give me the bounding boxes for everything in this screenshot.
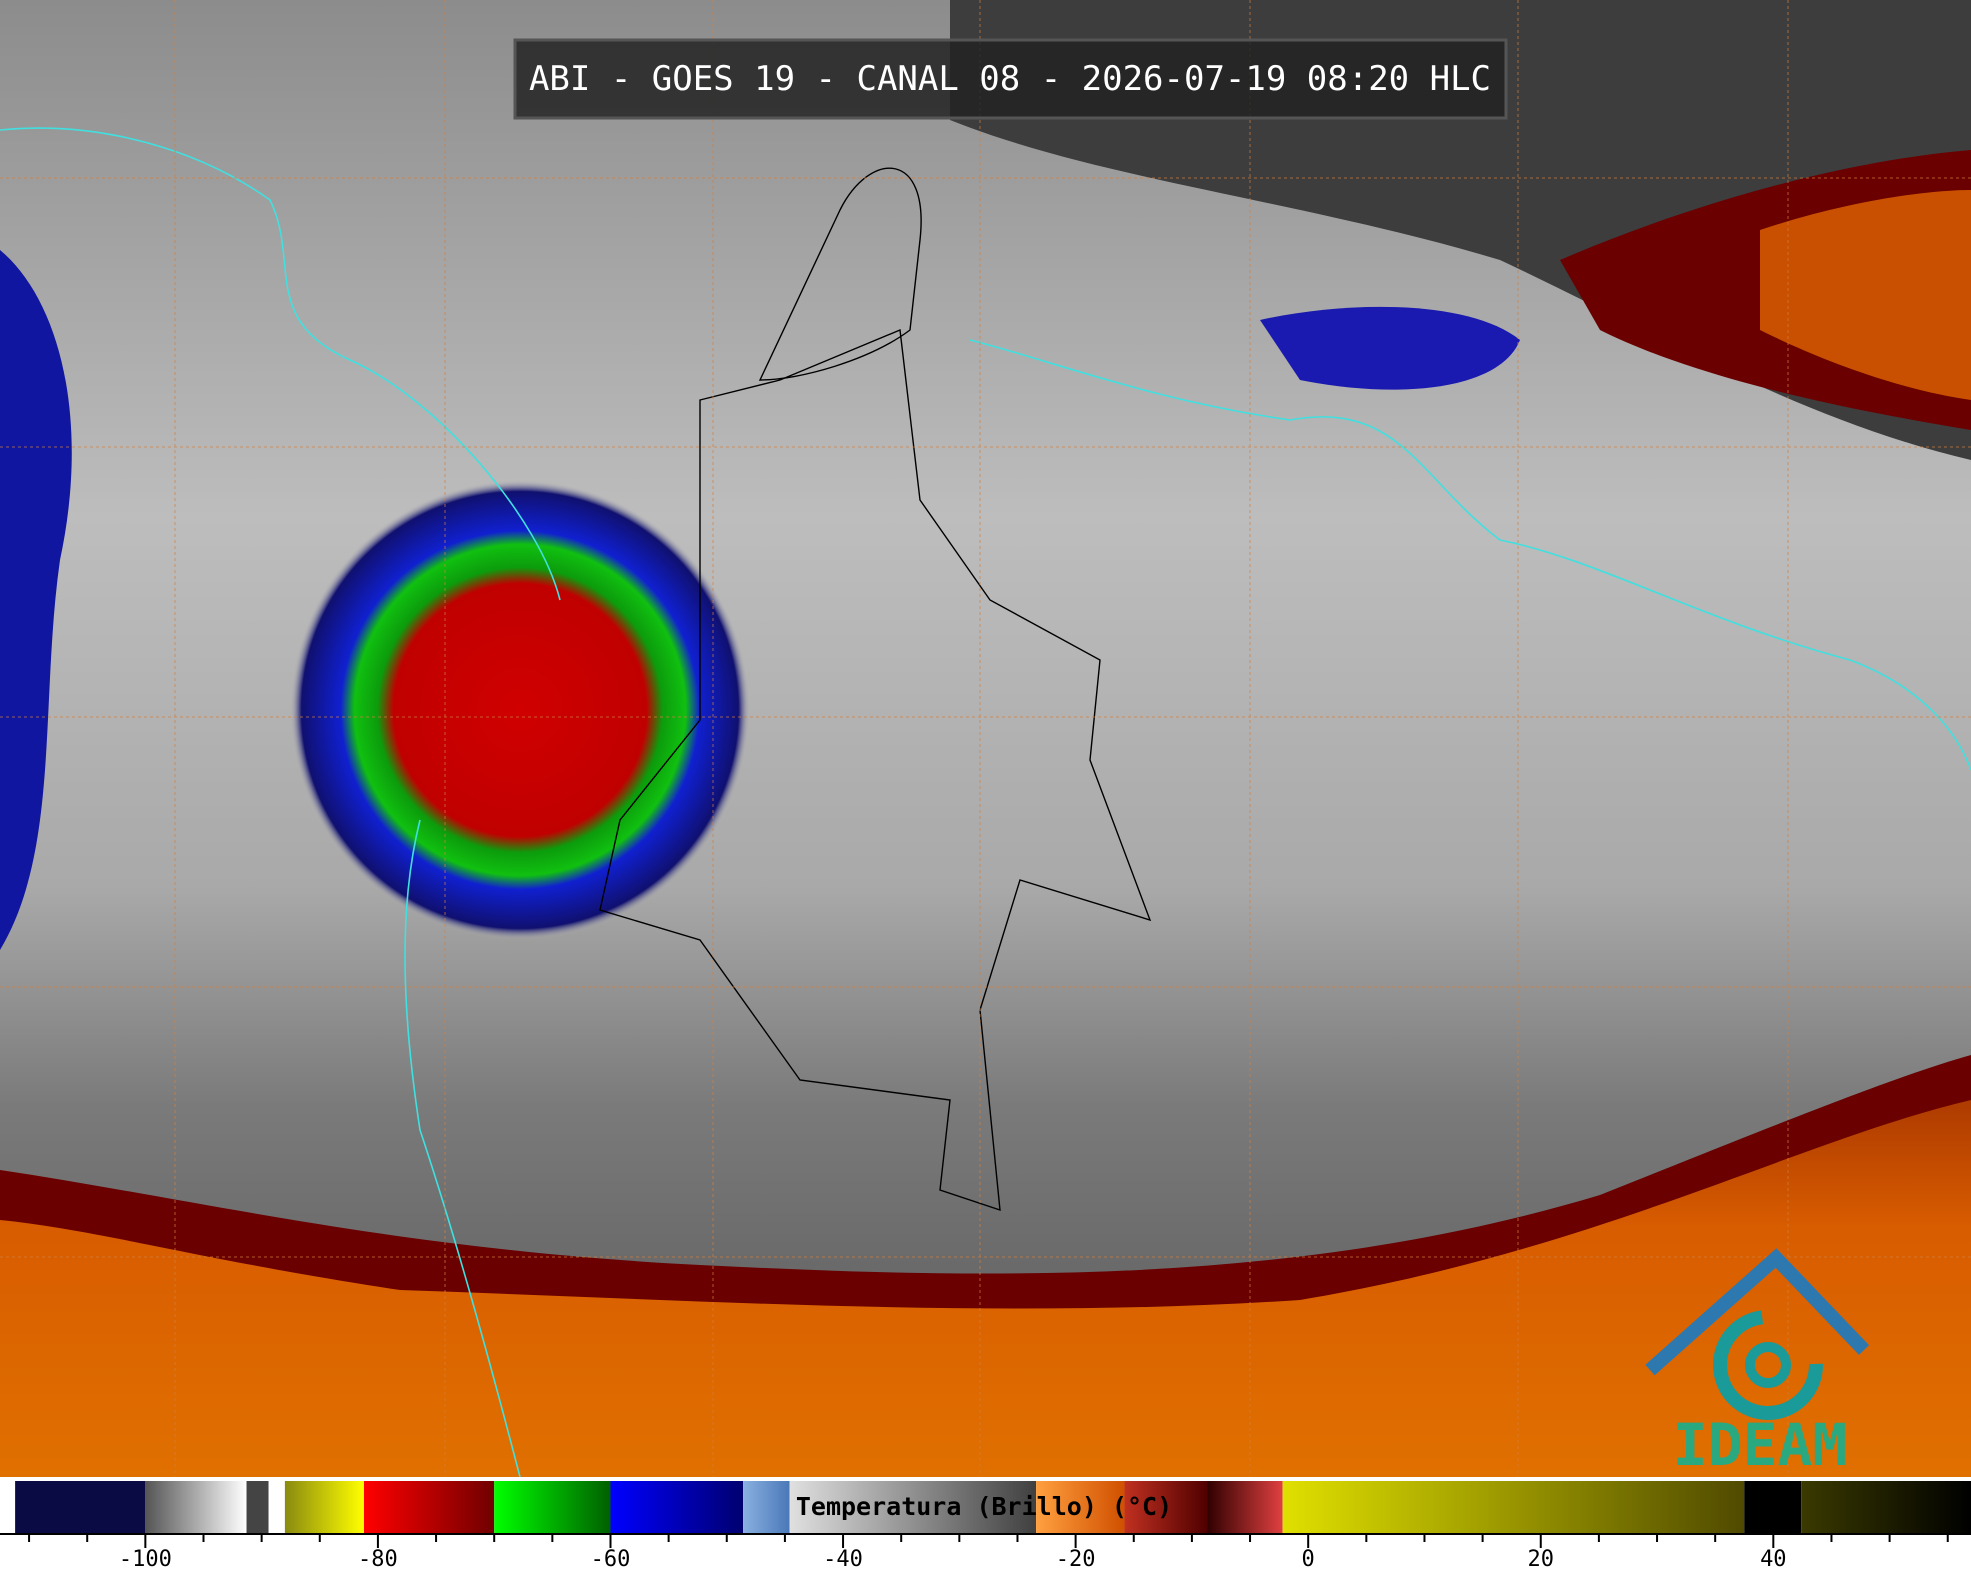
colorbar-segment bbox=[284, 1481, 364, 1534]
colorbar-segment bbox=[789, 1481, 1037, 1534]
imagery bbox=[0, 0, 1971, 1478]
colorbar-segment bbox=[363, 1481, 495, 1534]
tick-label: -100 bbox=[119, 1547, 172, 1572]
colorbar-segment bbox=[610, 1481, 744, 1534]
colorbar-segment bbox=[1124, 1481, 1208, 1534]
colorbar-segment bbox=[246, 1481, 269, 1534]
tick-label: 0 bbox=[1302, 1547, 1315, 1572]
tick-label: -60 bbox=[591, 1547, 631, 1572]
title: ABI - GOES 19 - CANAL 08 - 2026-07-19 08… bbox=[529, 59, 1491, 99]
colorbar: -100 -80 -60 -40 -20 0 20 40 bbox=[0, 1481, 1971, 1572]
tick-label: -40 bbox=[823, 1547, 863, 1572]
colorbar-segment bbox=[145, 1481, 247, 1534]
colorbar-segment bbox=[1744, 1481, 1802, 1534]
logo: IDEAM bbox=[1645, 1248, 1870, 1479]
colorbar-segment bbox=[1801, 1481, 1971, 1534]
colorbar-segment bbox=[1282, 1481, 1745, 1534]
colorbar-segment bbox=[268, 1481, 285, 1534]
logo-text: IDEAM bbox=[1673, 1411, 1848, 1479]
colorbar-segment bbox=[0, 1481, 16, 1534]
colorbar-segment bbox=[743, 1481, 790, 1534]
colorbar-segment bbox=[15, 1481, 146, 1534]
title-box bbox=[513, 38, 1508, 120]
tick-label: 20 bbox=[1528, 1547, 1555, 1572]
colorbar-segment bbox=[494, 1481, 611, 1534]
colorbar-segment bbox=[1207, 1481, 1283, 1534]
tick-label: -20 bbox=[1056, 1547, 1096, 1572]
tick-label: 40 bbox=[1760, 1547, 1787, 1572]
colorbar-segment bbox=[1036, 1481, 1125, 1534]
colorbar-label: Temperatura (Brillo) (°C) bbox=[796, 1492, 1172, 1521]
tick-label: -80 bbox=[358, 1547, 398, 1572]
